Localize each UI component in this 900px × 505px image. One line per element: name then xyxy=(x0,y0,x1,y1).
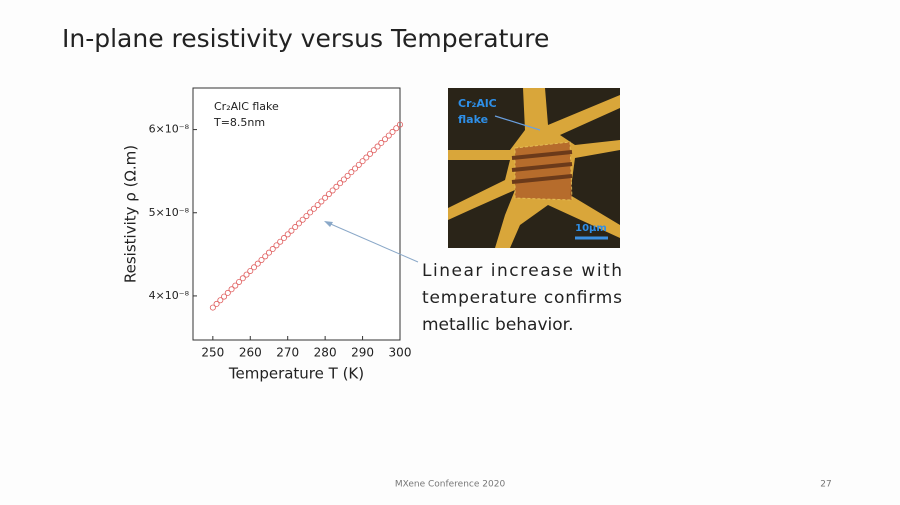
annotation: Linear increase with xyxy=(422,261,622,281)
data-point xyxy=(258,256,265,263)
micrograph: Cr₂AlC flake 10μm xyxy=(448,88,620,248)
data-point xyxy=(378,139,385,146)
data-point xyxy=(303,213,310,220)
arrow-head xyxy=(324,221,333,227)
data-point xyxy=(280,235,287,242)
image-label: Cr₂AlC xyxy=(458,97,497,110)
data-point xyxy=(393,125,400,132)
page-number: 27 xyxy=(820,480,831,490)
x-tick-label: 270 xyxy=(276,346,299,360)
data-point xyxy=(314,202,321,209)
data-point xyxy=(310,205,317,212)
y-tick-label: 5×10⁻⁸ xyxy=(149,206,190,219)
data-point xyxy=(232,282,239,289)
data-point xyxy=(329,187,336,194)
data-point xyxy=(213,300,220,307)
annotation-arrow xyxy=(325,221,419,263)
data-point xyxy=(288,227,295,234)
data-point xyxy=(307,209,314,216)
data-point xyxy=(239,275,246,282)
data-point xyxy=(322,194,329,201)
y-tick-label: 6×10⁻⁸ xyxy=(149,123,190,136)
data-point xyxy=(228,286,235,293)
data-point xyxy=(318,198,325,205)
plot-frame xyxy=(192,87,401,341)
data-point xyxy=(385,132,392,139)
data-point xyxy=(382,136,389,143)
data-point xyxy=(396,121,403,128)
data-point xyxy=(262,253,269,260)
data-point xyxy=(209,304,216,311)
x-axis-label: Temperature T (K) xyxy=(228,365,364,383)
annotation: temperature confirms xyxy=(422,288,622,308)
data-point xyxy=(273,242,280,249)
data-point xyxy=(348,169,355,176)
data-point xyxy=(299,216,306,223)
data-point xyxy=(352,165,359,172)
scale-bar-label: 10μm xyxy=(575,223,607,234)
data-point xyxy=(325,191,332,198)
data-point xyxy=(217,297,224,304)
data-point xyxy=(254,260,261,267)
data-point xyxy=(337,180,344,187)
legend-text: Cr₂AlC flake xyxy=(214,100,279,113)
data-point xyxy=(374,143,381,150)
data-point xyxy=(359,158,366,165)
image-label: flake xyxy=(458,113,488,126)
legend-text: T=8.5nm xyxy=(213,116,265,129)
slide-title: In-plane resistivity versus Temperature xyxy=(62,24,549,53)
data-point xyxy=(292,224,299,231)
data-point xyxy=(247,267,254,274)
data-point xyxy=(370,147,377,154)
data-point xyxy=(284,231,291,238)
footer: MXene Conference 2020 xyxy=(395,480,506,490)
data-point xyxy=(269,246,276,253)
annotation: metallic behavior. xyxy=(422,315,573,335)
x-tick-label: 300 xyxy=(389,346,412,360)
data-point xyxy=(236,278,243,285)
x-tick-label: 260 xyxy=(239,346,262,360)
data-point xyxy=(344,172,351,179)
x-tick-label: 290 xyxy=(351,346,374,360)
x-tick-label: 250 xyxy=(201,346,224,360)
data-point xyxy=(224,289,231,296)
data-point xyxy=(277,238,284,245)
data-point xyxy=(363,154,370,161)
data-point xyxy=(295,220,302,227)
y-tick-label: 4×10⁻⁸ xyxy=(149,289,190,302)
data-point xyxy=(221,293,228,300)
x-tick-label: 280 xyxy=(314,346,337,360)
data-point xyxy=(340,176,347,183)
data-point xyxy=(251,264,258,271)
data-point xyxy=(389,128,396,135)
y-axis-label: Resistivity ρ (Ω.m) xyxy=(122,145,140,283)
data-point xyxy=(243,271,250,278)
data-point xyxy=(265,249,272,256)
data-point xyxy=(333,183,340,190)
data-point xyxy=(355,161,362,168)
data-point xyxy=(367,150,374,157)
